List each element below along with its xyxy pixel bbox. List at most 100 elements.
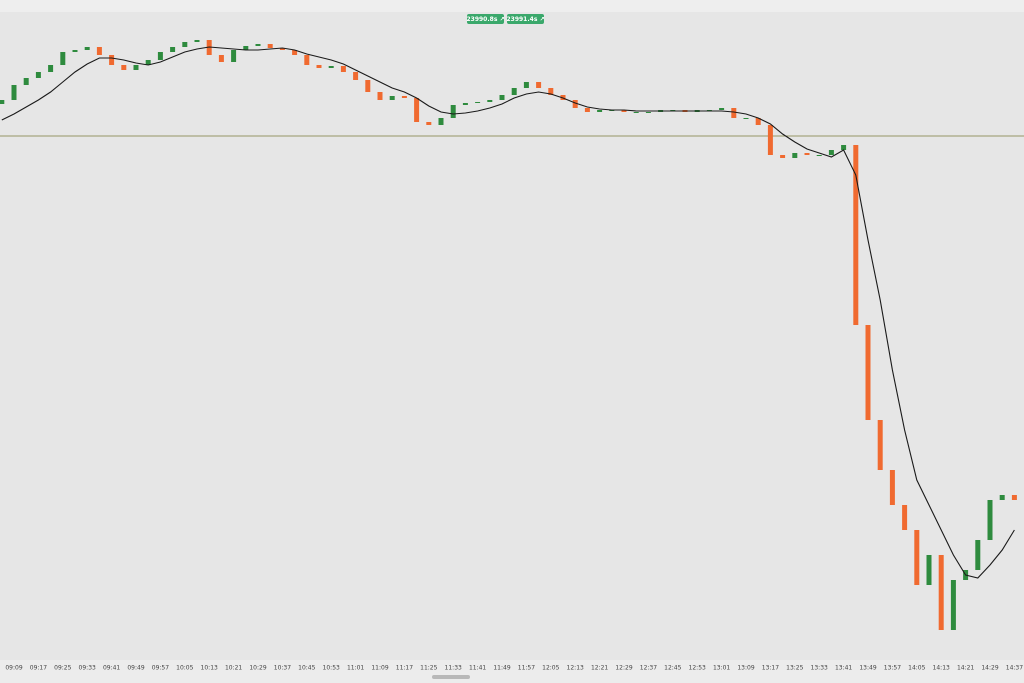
candle	[292, 50, 298, 55]
x-tick-label: 09:25	[54, 665, 71, 672]
candle	[365, 80, 371, 92]
x-tick-label: 10:37	[274, 665, 291, 672]
candle	[0, 100, 5, 104]
candle	[231, 50, 237, 62]
badge-label: 23991.4s ↗	[506, 16, 544, 23]
x-tick-label: 09:57	[152, 665, 169, 672]
x-tick-label: 13:25	[786, 665, 803, 672]
candle	[853, 145, 859, 325]
candle	[511, 88, 517, 95]
x-tick-label: 10:53	[323, 665, 340, 672]
candle	[121, 65, 127, 70]
candle	[487, 100, 493, 102]
x-tick-label: 10:21	[225, 665, 242, 672]
x-tick-label: 10:05	[176, 665, 193, 672]
candle	[889, 470, 895, 505]
candle	[279, 48, 285, 50]
candle	[950, 580, 956, 630]
candle	[255, 44, 261, 46]
candle	[731, 108, 737, 118]
badge	[467, 14, 504, 24]
candle	[1011, 495, 1017, 500]
candle	[194, 40, 200, 42]
candle	[401, 96, 407, 98]
candle	[145, 60, 151, 65]
candle	[35, 72, 41, 78]
candle	[584, 108, 590, 112]
badge-label: 23990.8s ↗	[466, 16, 504, 23]
candle	[389, 96, 395, 100]
candle	[999, 495, 1005, 500]
x-tick-label: 11:49	[493, 665, 510, 672]
x-tick-label: 11:33	[445, 665, 462, 672]
candle	[23, 78, 29, 85]
candle	[170, 47, 176, 52]
x-tick-label: 14:05	[908, 665, 925, 672]
candle	[865, 325, 871, 420]
x-tick-label: 12:53	[689, 665, 706, 672]
candle	[11, 85, 17, 100]
candle	[96, 47, 102, 55]
candle	[902, 505, 908, 530]
candle	[48, 65, 54, 72]
candle	[267, 44, 273, 48]
x-tick-label: 14:13	[933, 665, 950, 672]
x-tick-label: 13:17	[762, 665, 779, 672]
x-tick-label: 11:41	[469, 665, 486, 672]
x-tick-label: 14:21	[957, 665, 974, 672]
candle	[645, 112, 651, 113]
candle	[328, 66, 334, 68]
candle	[72, 50, 78, 52]
candle	[780, 155, 786, 158]
candle	[157, 52, 163, 60]
candle	[353, 72, 359, 80]
candle	[572, 100, 578, 108]
candle	[755, 118, 761, 125]
badge	[507, 14, 544, 24]
x-tick-label: 12:13	[567, 665, 584, 672]
candle	[316, 65, 322, 68]
candle	[109, 55, 115, 65]
x-tick-label: 10:45	[298, 665, 315, 672]
x-tick-label: 12:45	[664, 665, 681, 672]
candle	[438, 118, 444, 125]
candle	[804, 153, 810, 155]
x-tick-label: 13:49	[859, 665, 876, 672]
candle	[133, 65, 139, 70]
candle	[767, 125, 773, 155]
candle	[938, 555, 944, 630]
x-tick-label: 11:25	[420, 665, 437, 672]
x-tick-label: 13:01	[713, 665, 730, 672]
x-tick-label: 10:29	[249, 665, 266, 672]
x-tick-label: 11:09	[371, 665, 388, 672]
candle	[243, 46, 249, 50]
x-tick-label: 13:57	[884, 665, 901, 672]
candle	[828, 150, 834, 155]
x-tick-label: 14:29	[981, 665, 998, 672]
x-tick-label: 09:33	[79, 665, 96, 672]
candle	[304, 55, 310, 65]
candle	[84, 47, 90, 50]
candle	[182, 42, 188, 47]
candle	[218, 55, 224, 62]
top-strip	[0, 0, 1024, 12]
candle	[975, 540, 981, 570]
scrollbar[interactable]	[432, 675, 470, 679]
candle	[426, 122, 432, 125]
candle	[597, 110, 603, 112]
x-tick-label: 09:09	[5, 665, 22, 672]
x-tick-label: 13:41	[835, 665, 852, 672]
x-tick-label: 11:17	[396, 665, 413, 672]
candle	[621, 110, 627, 112]
candle	[499, 95, 505, 100]
x-tick-label: 10:13	[201, 665, 218, 672]
x-tick-label: 13:09	[737, 665, 754, 672]
x-tick-label: 12:05	[542, 665, 559, 672]
x-tick-label: 12:21	[591, 665, 608, 672]
candle	[914, 530, 920, 585]
x-tick-label: 13:33	[811, 665, 828, 672]
candle	[536, 82, 542, 88]
candle	[792, 153, 798, 158]
